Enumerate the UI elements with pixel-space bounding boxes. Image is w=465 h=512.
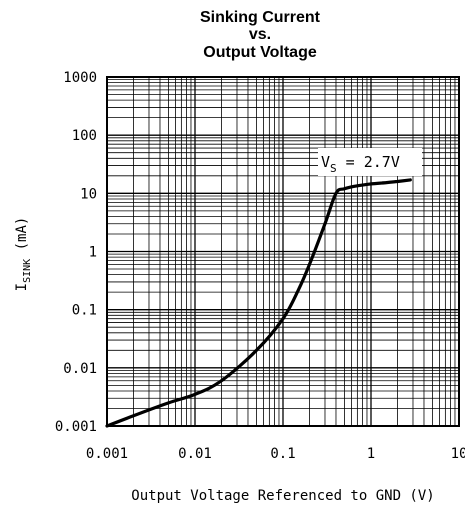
x-tick-label: 0.1 xyxy=(270,446,295,462)
plot-frame xyxy=(106,76,460,427)
y-tick-label: 1 xyxy=(89,245,97,261)
y-tick-label: 1000 xyxy=(63,70,97,86)
x-axis-label: Output Voltage Referenced to GND (V) xyxy=(131,488,434,504)
annotation-text: VS = 2.7V xyxy=(321,153,400,175)
annotation-main: V xyxy=(321,153,330,171)
x-tick-label: 0.01 xyxy=(178,446,212,462)
annotation-rest: = 2.7V xyxy=(337,153,400,171)
tick-labels: 0.001 0.01 0.1 1 10 0.001 0.01 0.1 1 10 100 1000 xyxy=(55,70,465,462)
grid xyxy=(106,76,460,427)
annotation-box xyxy=(318,148,422,176)
y-tick-label: 0.1 xyxy=(72,303,97,319)
y-tick-label: 0.01 xyxy=(63,361,97,377)
y-axis-label-unit: (mA) xyxy=(14,217,30,259)
x-tick-label: 1 xyxy=(367,446,375,462)
y-axis-label-sub: SINK xyxy=(22,259,33,283)
y-axis-label: ISINK (mA) xyxy=(14,217,33,292)
series-line-0 xyxy=(105,178,412,428)
x-tick-label: 10 xyxy=(451,446,465,462)
annotation: VS = 2.7V xyxy=(318,148,422,176)
x-tick-label: 0.001 xyxy=(86,446,128,462)
title-line-1: Sinking Current xyxy=(200,9,321,26)
title-line-2: vs. xyxy=(249,26,271,43)
y-tick-label: 10 xyxy=(80,186,97,202)
y-tick-label: 100 xyxy=(72,128,97,144)
series xyxy=(105,178,412,428)
y-tick-label: 0.001 xyxy=(55,419,97,435)
annotation-sub: S xyxy=(330,162,337,175)
chart-title: Sinking Current vs. Output Voltage xyxy=(200,9,321,61)
title-line-3: Output Voltage xyxy=(203,44,317,61)
y-axis-label-main: I xyxy=(14,283,30,291)
